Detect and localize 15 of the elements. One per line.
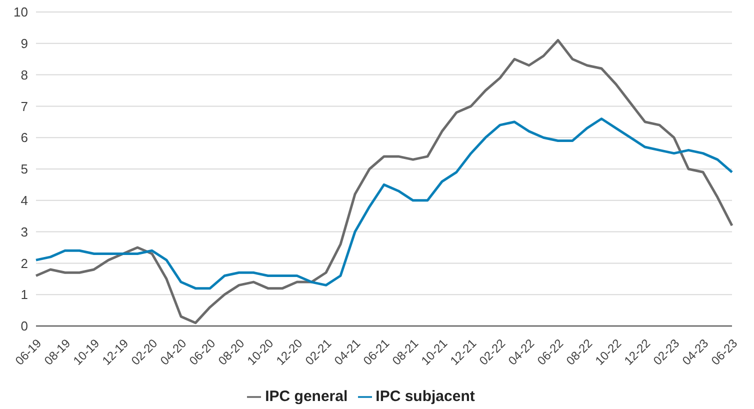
y-tick-label: 8 xyxy=(20,67,28,82)
y-tick-label: 6 xyxy=(20,130,28,146)
line-series xyxy=(34,118,734,290)
y-tick-label: 5 xyxy=(20,162,28,177)
y-tick-label: 9 xyxy=(20,36,28,52)
y-tick-label: 10 xyxy=(14,4,28,20)
y-tick-label: 4 xyxy=(20,193,28,208)
y-tick-label: 0 xyxy=(20,318,28,334)
legend-label: IPC subjacent xyxy=(376,388,475,405)
y-tick-label: 2 xyxy=(20,256,28,271)
line-series xyxy=(34,39,734,324)
y-tick-label: 7 xyxy=(20,98,28,114)
legend-label: IPC general xyxy=(265,388,348,405)
y-tick-label: 1 xyxy=(20,287,28,302)
y-tick-label: 3 xyxy=(20,224,28,240)
